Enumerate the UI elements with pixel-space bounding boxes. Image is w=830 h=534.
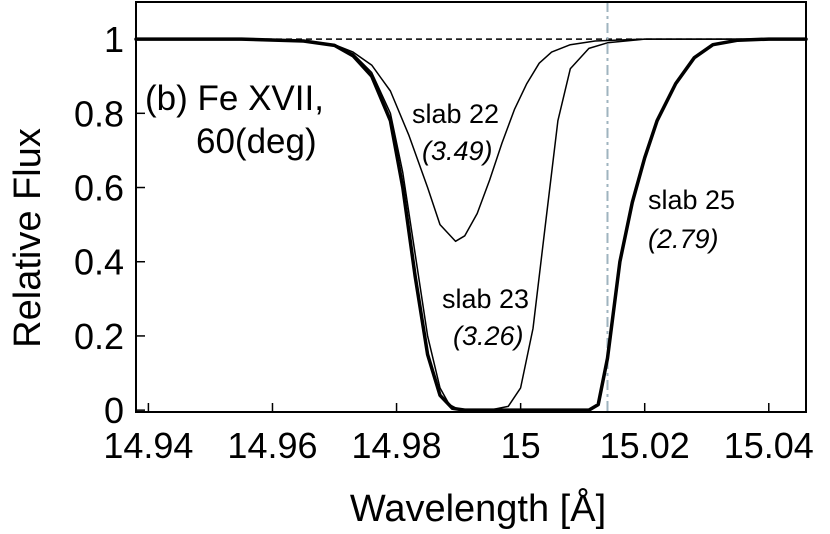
series-line-slab-22 <box>135 38 807 243</box>
x-tick-label: 14.96 <box>227 425 317 466</box>
y-tick-label: 0.2 <box>74 316 124 357</box>
slab23-label: slab 23 <box>442 284 529 314</box>
x-tick-label: 15.04 <box>724 425 814 466</box>
series-line-slab-25 <box>134 37 808 412</box>
x-tick-label: 15.02 <box>600 425 690 466</box>
y-tick-label: 0.6 <box>74 168 124 209</box>
slab22-label: slab 22 <box>412 99 499 129</box>
panel-label-line2: 60(deg) <box>196 122 317 161</box>
slab23-value-label: (3.26) <box>453 321 524 351</box>
x-axis-ticks: 14.94 14.96 14.98 15 15.02 15.04 <box>103 403 814 466</box>
panel-label-line1: (b) Fe XVII, <box>145 79 324 118</box>
x-tick-label: 14.94 <box>103 425 193 466</box>
x-axis-title: Wavelength [Å] <box>350 486 606 530</box>
x-tick-label: 14.98 <box>352 425 442 466</box>
y-tick-label: 1 <box>104 19 124 60</box>
plot-frame <box>135 1 807 413</box>
slab25-label: slab 25 <box>648 185 735 215</box>
series-layer <box>134 37 808 412</box>
y-axis-ticks: 0 0.2 0.4 0.6 0.8 1 <box>74 19 145 431</box>
x-tick-label: 15 <box>501 425 541 466</box>
y-tick-label: 0.4 <box>74 242 124 283</box>
y-tick-label: 0.8 <box>74 93 124 134</box>
slab22-value-label: (3.49) <box>422 136 493 166</box>
slab25-value-label: (2.79) <box>648 224 719 254</box>
plot-area <box>136 2 806 412</box>
y-axis-title: Relative Flux <box>7 128 49 348</box>
y-tick-label: 0 <box>104 390 124 431</box>
